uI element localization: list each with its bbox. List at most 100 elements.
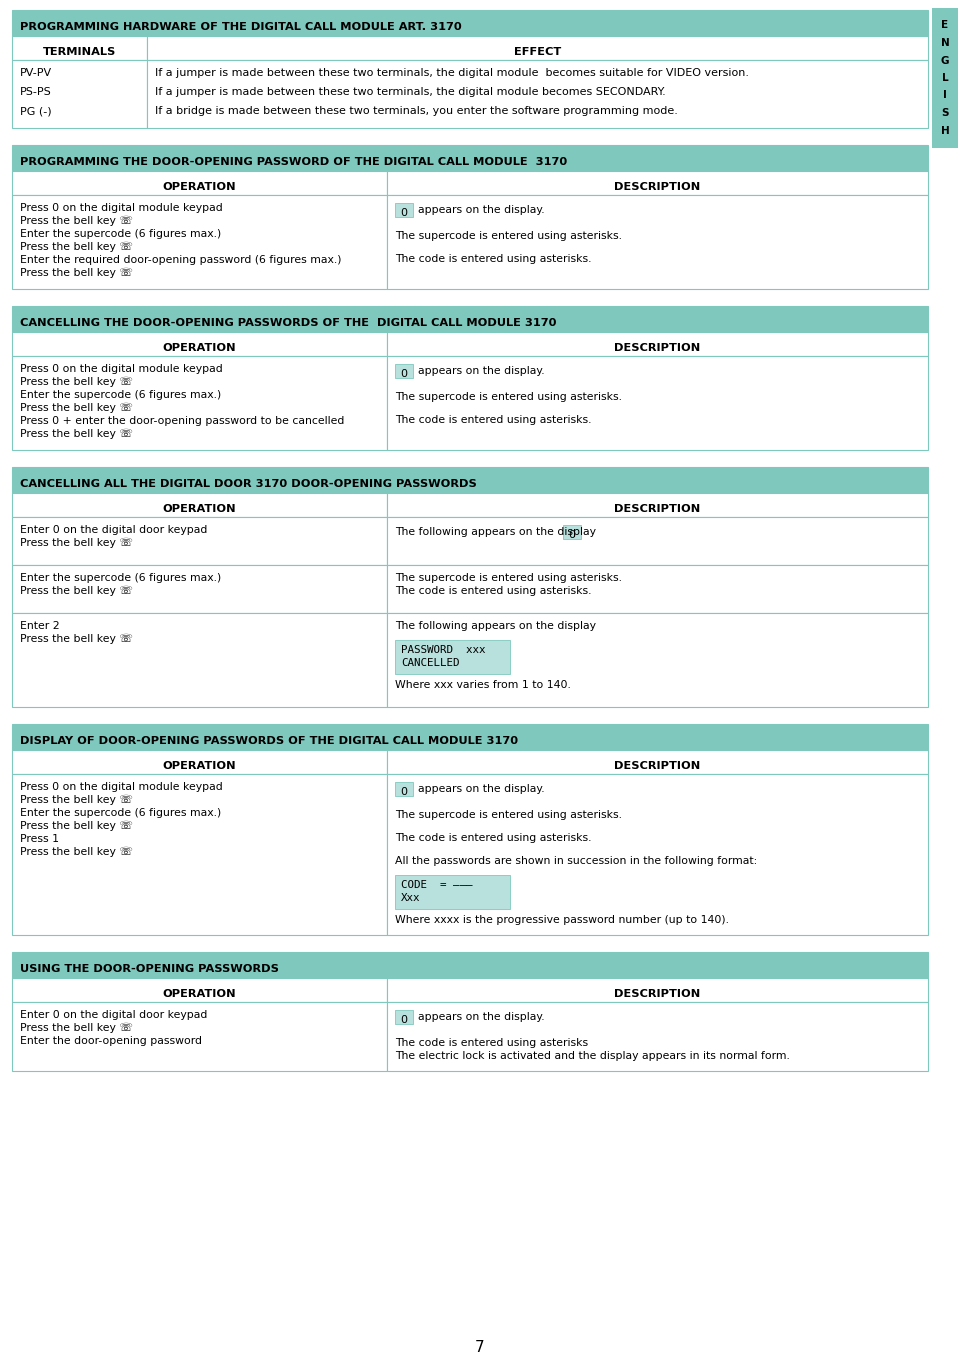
Text: 0: 0: [400, 208, 407, 218]
Text: 7: 7: [475, 1339, 485, 1353]
Text: DESCRIPTION: DESCRIPTION: [614, 505, 701, 514]
Text: CANCELLING ALL THE DIGITAL DOOR 3170 DOOR-OPENING PASSWORDS: CANCELLING ALL THE DIGITAL DOOR 3170 DOO…: [20, 479, 477, 488]
Text: The code is entered using asterisks.: The code is entered using asterisks.: [395, 415, 591, 425]
Text: PASSWORD  xxx: PASSWORD xxx: [401, 645, 486, 655]
Text: The supercode is entered using asterisks.: The supercode is entered using asterisks…: [395, 392, 622, 402]
Text: Enter 0 on the digital door keypad: Enter 0 on the digital door keypad: [20, 525, 207, 534]
Text: The electric lock is activated and the display appears in its normal form.: The electric lock is activated and the d…: [395, 1051, 790, 1061]
Text: G: G: [941, 55, 949, 65]
Text: Enter the supercode (6 figures max.): Enter the supercode (6 figures max.): [20, 229, 221, 239]
Text: DESCRIPTION: DESCRIPTION: [614, 760, 701, 771]
Text: PS-PS: PS-PS: [20, 87, 52, 97]
FancyBboxPatch shape: [12, 306, 928, 331]
Text: 0: 0: [400, 787, 407, 797]
FancyBboxPatch shape: [12, 978, 387, 1003]
Text: Press 1: Press 1: [20, 833, 59, 844]
Text: USING THE DOOR-OPENING PASSWORDS: USING THE DOOR-OPENING PASSWORDS: [20, 963, 278, 974]
Text: DESCRIPTION: DESCRIPTION: [614, 989, 701, 999]
FancyBboxPatch shape: [147, 60, 928, 129]
Text: Press the bell key ☏: Press the bell key ☏: [20, 586, 133, 597]
Text: The supercode is entered using asterisks.: The supercode is entered using asterisks…: [395, 231, 622, 241]
FancyBboxPatch shape: [12, 331, 387, 356]
Text: OPERATION: OPERATION: [162, 760, 236, 771]
FancyBboxPatch shape: [12, 517, 387, 566]
Text: CANCELLING THE DOOR-OPENING PASSWORDS OF THE  DIGITAL CALL MODULE 3170: CANCELLING THE DOOR-OPENING PASSWORDS OF…: [20, 318, 557, 327]
Text: The supercode is entered using asterisks.: The supercode is entered using asterisks…: [395, 574, 622, 583]
FancyBboxPatch shape: [12, 613, 387, 708]
Text: DESCRIPTION: DESCRIPTION: [614, 344, 701, 353]
Text: EFFECT: EFFECT: [514, 47, 562, 57]
Text: Where xxx varies from 1 to 140.: Where xxx varies from 1 to 140.: [395, 681, 571, 690]
FancyBboxPatch shape: [395, 640, 510, 674]
Text: N: N: [941, 38, 949, 47]
FancyBboxPatch shape: [12, 467, 928, 492]
Text: 0: 0: [400, 1015, 407, 1026]
FancyBboxPatch shape: [12, 492, 387, 517]
Text: Press the bell key ☏: Press the bell key ☏: [20, 538, 133, 548]
Text: The code is entered using asterisks.: The code is entered using asterisks.: [395, 254, 591, 264]
Text: Press the bell key ☏: Press the bell key ☏: [20, 216, 133, 226]
FancyBboxPatch shape: [12, 37, 147, 60]
Text: If a bridge is made between these two terminals, you enter the software programm: If a bridge is made between these two te…: [155, 106, 678, 116]
Text: The code is entered using asterisks.: The code is entered using asterisks.: [395, 586, 591, 597]
Text: CANCELLED: CANCELLED: [401, 658, 460, 668]
Text: OPERATION: OPERATION: [162, 344, 236, 353]
Text: Enter 2: Enter 2: [20, 621, 60, 630]
FancyBboxPatch shape: [395, 782, 413, 796]
FancyBboxPatch shape: [387, 170, 928, 195]
Text: Enter the supercode (6 figures max.): Enter the supercode (6 figures max.): [20, 808, 221, 819]
FancyBboxPatch shape: [563, 525, 581, 538]
Text: All the passwords are shown in succession in the following format:: All the passwords are shown in successio…: [395, 856, 757, 866]
Text: appears on the display.: appears on the display.: [418, 1012, 544, 1022]
Text: PG (-): PG (-): [20, 106, 52, 116]
Text: DESCRIPTION: DESCRIPTION: [614, 183, 701, 192]
FancyBboxPatch shape: [12, 1003, 387, 1072]
Text: Press 0 on the digital module keypad: Press 0 on the digital module keypad: [20, 782, 223, 792]
FancyBboxPatch shape: [147, 37, 928, 60]
Text: The following appears on the display: The following appears on the display: [395, 528, 596, 537]
FancyBboxPatch shape: [12, 356, 387, 451]
Text: Press 0 on the digital module keypad: Press 0 on the digital module keypad: [20, 364, 223, 373]
Text: DISPLAY OF DOOR-OPENING PASSWORDS OF THE DIGITAL CALL MODULE 3170: DISPLAY OF DOOR-OPENING PASSWORDS OF THE…: [20, 736, 518, 746]
FancyBboxPatch shape: [395, 364, 413, 377]
Text: 0: 0: [400, 369, 407, 379]
FancyBboxPatch shape: [395, 203, 413, 216]
Text: appears on the display.: appears on the display.: [418, 783, 544, 794]
Text: OPERATION: OPERATION: [162, 505, 236, 514]
Text: I: I: [943, 91, 947, 100]
FancyBboxPatch shape: [12, 750, 387, 774]
Text: appears on the display.: appears on the display.: [418, 367, 544, 376]
Text: Enter the required door-opening password (6 figures max.): Enter the required door-opening password…: [20, 254, 342, 265]
Text: E: E: [942, 20, 948, 31]
Text: TERMINALS: TERMINALS: [43, 47, 116, 57]
FancyBboxPatch shape: [12, 724, 928, 750]
Text: PV-PV: PV-PV: [20, 68, 52, 78]
Text: Press the bell key ☏: Press the bell key ☏: [20, 268, 133, 279]
Text: Press the bell key ☏: Press the bell key ☏: [20, 1023, 133, 1034]
Text: Press the bell key ☏: Press the bell key ☏: [20, 821, 133, 831]
Text: Press the bell key ☏: Press the bell key ☏: [20, 635, 133, 644]
Text: H: H: [941, 126, 949, 135]
FancyBboxPatch shape: [387, 978, 928, 1003]
Text: S: S: [941, 108, 948, 118]
Text: Press the bell key ☏: Press the bell key ☏: [20, 847, 133, 858]
Text: Enter 0 on the digital door keypad: Enter 0 on the digital door keypad: [20, 1009, 207, 1020]
FancyBboxPatch shape: [387, 566, 928, 613]
FancyBboxPatch shape: [387, 613, 928, 708]
FancyBboxPatch shape: [395, 875, 510, 909]
Text: appears on the display.: appears on the display.: [418, 206, 544, 215]
Text: CODE  = ———: CODE = ———: [401, 879, 472, 890]
FancyBboxPatch shape: [387, 356, 928, 451]
Text: Press the bell key ☏: Press the bell key ☏: [20, 242, 133, 252]
FancyBboxPatch shape: [12, 9, 928, 37]
Text: Xxx: Xxx: [401, 893, 420, 902]
Text: PROGRAMMING HARDWARE OF THE DIGITAL CALL MODULE ART. 3170: PROGRAMMING HARDWARE OF THE DIGITAL CALL…: [20, 22, 462, 32]
Text: L: L: [942, 73, 948, 83]
Text: If a jumper is made between these two terminals, the digital module becomes SECO: If a jumper is made between these two te…: [155, 87, 665, 97]
Text: The supercode is entered using asterisks.: The supercode is entered using asterisks…: [395, 810, 622, 820]
Text: Where xxxx is the progressive password number (up to 140).: Where xxxx is the progressive password n…: [395, 915, 729, 925]
FancyBboxPatch shape: [387, 195, 928, 290]
Text: The code is entered using asterisks: The code is entered using asterisks: [395, 1038, 588, 1049]
Text: Enter the supercode (6 figures max.): Enter the supercode (6 figures max.): [20, 390, 221, 400]
Text: The following appears on the display: The following appears on the display: [395, 621, 596, 630]
